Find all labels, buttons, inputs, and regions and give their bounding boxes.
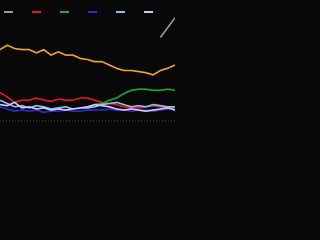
series-line [0,101,175,112]
chart [0,0,175,130]
series-line [94,88,175,106]
series-line [0,99,175,110]
series-line [0,106,175,114]
series-line [0,44,175,76]
series-line [159,17,175,38]
